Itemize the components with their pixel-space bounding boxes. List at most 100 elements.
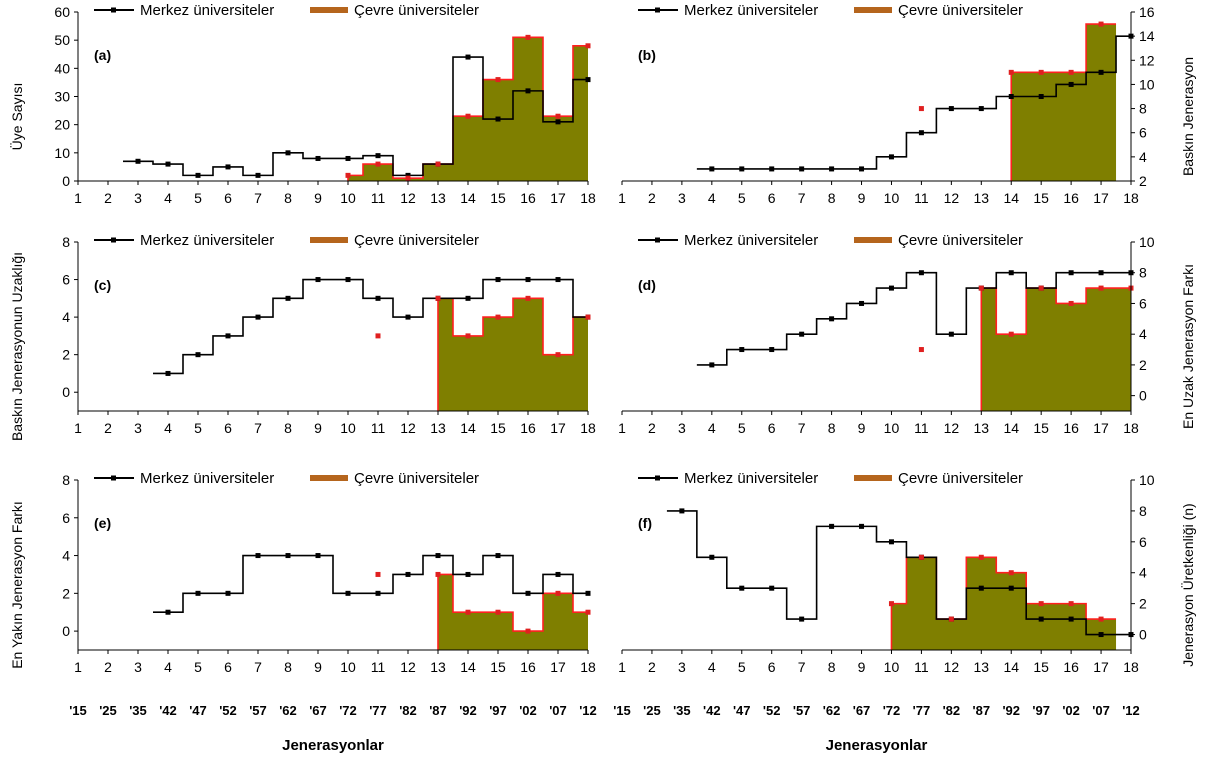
- merkez-point-e-9: [435, 553, 441, 559]
- y-axis-title-c: Baskın Jenerasyonun Uzaklığı: [9, 252, 25, 441]
- merkez-point-e-12: [525, 590, 531, 596]
- x-tick-label-f-16: 17: [1093, 659, 1109, 675]
- x-tick-label-f-10: 11: [914, 659, 929, 675]
- merkez-point-b-8: [948, 106, 954, 112]
- merkez-point-d-3: [799, 331, 805, 337]
- generation-label-0: '15: [613, 703, 631, 718]
- x-tick-label-d-7: 8: [828, 420, 836, 436]
- x-tick-label-d-13: 14: [1003, 420, 1019, 436]
- y-axis-title-f: Jenerasyon Üretkenliği (n): [1179, 503, 1196, 666]
- merkez-point-a-15: [585, 77, 591, 83]
- merkez-point-f-11: [1008, 585, 1014, 591]
- cevre-point-a-8: [585, 43, 591, 49]
- y-tick-label-b-3: 8: [1139, 101, 1147, 117]
- x-tick-label-a-4: 5: [194, 190, 202, 206]
- cevre-point-c-2: [465, 333, 471, 339]
- generation-label-16: '07: [1092, 703, 1110, 718]
- panel-label-d: (d): [638, 277, 656, 293]
- generation-label-1: '25: [99, 703, 117, 718]
- cevre-point-c-3: [495, 314, 501, 320]
- y-tick-label-a-1: 10: [54, 145, 70, 161]
- generation-label-1: '25: [643, 703, 661, 718]
- x-tick-label-d-10: 11: [914, 420, 929, 436]
- merkez-point-d-0: [709, 362, 715, 368]
- x-tick-label-c-9: 10: [340, 420, 356, 436]
- cevre-point-c-0: [375, 333, 381, 339]
- x-tick-label-b-14: 15: [1033, 190, 1049, 206]
- x-tick-label-d-16: 17: [1093, 420, 1109, 436]
- merkez-point-f-4: [799, 616, 805, 622]
- legend-merkez-marker-a: [111, 7, 116, 13]
- merkez-point-a-12: [495, 116, 501, 122]
- x-tick-label-b-5: 6: [768, 190, 776, 206]
- merkez-point-a-8: [375, 153, 381, 159]
- x-tick-label-e-12: 13: [430, 659, 446, 675]
- merkez-point-b-9: [978, 106, 984, 112]
- cevre-point-e-5: [555, 590, 561, 596]
- legend-a: Merkez üniversiteler Çevre üniversiteler: [94, 2, 479, 19]
- merkez-point-b-6: [888, 154, 894, 160]
- merkez-point-c-8: [405, 314, 411, 320]
- x-tick-label-b-11: 12: [944, 190, 960, 206]
- x-tick-label-d-17: 18: [1123, 420, 1139, 436]
- y-tick-label-d-3: 6: [1139, 295, 1147, 311]
- x-tick-label-c-17: 18: [580, 420, 596, 436]
- generation-label-11: '82: [399, 703, 417, 718]
- y-tick-label-d-4: 8: [1139, 265, 1147, 281]
- x-tick-label-d-0: 1: [618, 420, 626, 436]
- x-tick-label-c-3: 4: [164, 420, 172, 436]
- x-tick-label-a-13: 14: [460, 190, 476, 206]
- legend-cevre-swatch-d: [854, 237, 892, 243]
- panel-label-e: (e): [94, 515, 111, 531]
- x-tick-label-d-12: 13: [974, 420, 990, 436]
- legend-merkez-label-e: Merkez üniversiteler: [140, 470, 274, 487]
- x-tick-label-b-12: 13: [974, 190, 990, 206]
- generation-label-8: '67: [853, 703, 871, 718]
- x-tick-label-e-10: 11: [371, 659, 386, 675]
- merkez-point-a-13: [525, 88, 531, 94]
- cevre-point-a-0: [345, 172, 351, 178]
- x-tick-label-a-6: 7: [254, 190, 262, 206]
- merkez-point-f-3: [769, 585, 775, 591]
- x-tick-label-f-15: 16: [1063, 659, 1079, 675]
- generation-label-13: '92: [1002, 703, 1020, 718]
- x-tick-label-a-0: 1: [74, 190, 82, 206]
- y-tick-label-d-1: 2: [1139, 357, 1147, 373]
- y-tick-label-a-3: 30: [54, 89, 70, 105]
- cevre-point-a-7: [555, 113, 561, 119]
- y-tick-label-f-5: 10: [1139, 472, 1155, 488]
- merkez-point-e-5: [315, 553, 321, 559]
- x-tick-label-b-0: 1: [618, 190, 626, 206]
- x-tick-label-c-6: 7: [254, 420, 262, 436]
- x-tick-label-c-7: 8: [284, 420, 292, 436]
- x-tick-label-b-2: 3: [678, 190, 686, 206]
- y-tick-label-b-4: 10: [1139, 76, 1155, 92]
- cevre-point-d-2: [1008, 331, 1014, 337]
- x-tick-label-e-6: 7: [254, 659, 262, 675]
- merkez-point-e-1: [195, 590, 201, 596]
- x-tick-label-e-13: 14: [460, 659, 476, 675]
- merkez-point-d-2: [769, 347, 775, 353]
- merkez-point-d-1: [739, 347, 745, 353]
- generation-label-6: '57: [793, 703, 811, 718]
- y-tick-label-f-3: 6: [1139, 534, 1147, 550]
- merkez-point-d-5: [859, 300, 865, 306]
- x-tick-label-e-1: 2: [104, 659, 112, 675]
- x-tick-label-d-4: 5: [738, 420, 746, 436]
- x-tick-label-d-2: 3: [678, 420, 686, 436]
- cevre-point-e-4: [525, 628, 531, 634]
- legend-merkez-label-d: Merkez üniversiteler: [684, 232, 818, 249]
- merkez-line-a: [123, 56, 588, 177]
- legend-merkez-label-f: Merkez üniversiteler: [684, 470, 818, 487]
- cevre-point-d-4: [1068, 300, 1074, 306]
- x-tick-label-e-0: 1: [74, 659, 82, 675]
- merkez-point-a-3: [225, 164, 231, 170]
- y-tick-label-e-3: 6: [62, 510, 70, 526]
- generation-label-2: '35: [129, 703, 147, 718]
- generation-label-15: '02: [519, 703, 537, 718]
- merkez-point-a-1: [165, 161, 171, 167]
- legend-f: Merkez üniversiteler Çevre üniversiteler: [638, 470, 1023, 487]
- cevre-point-f-7: [1098, 616, 1104, 622]
